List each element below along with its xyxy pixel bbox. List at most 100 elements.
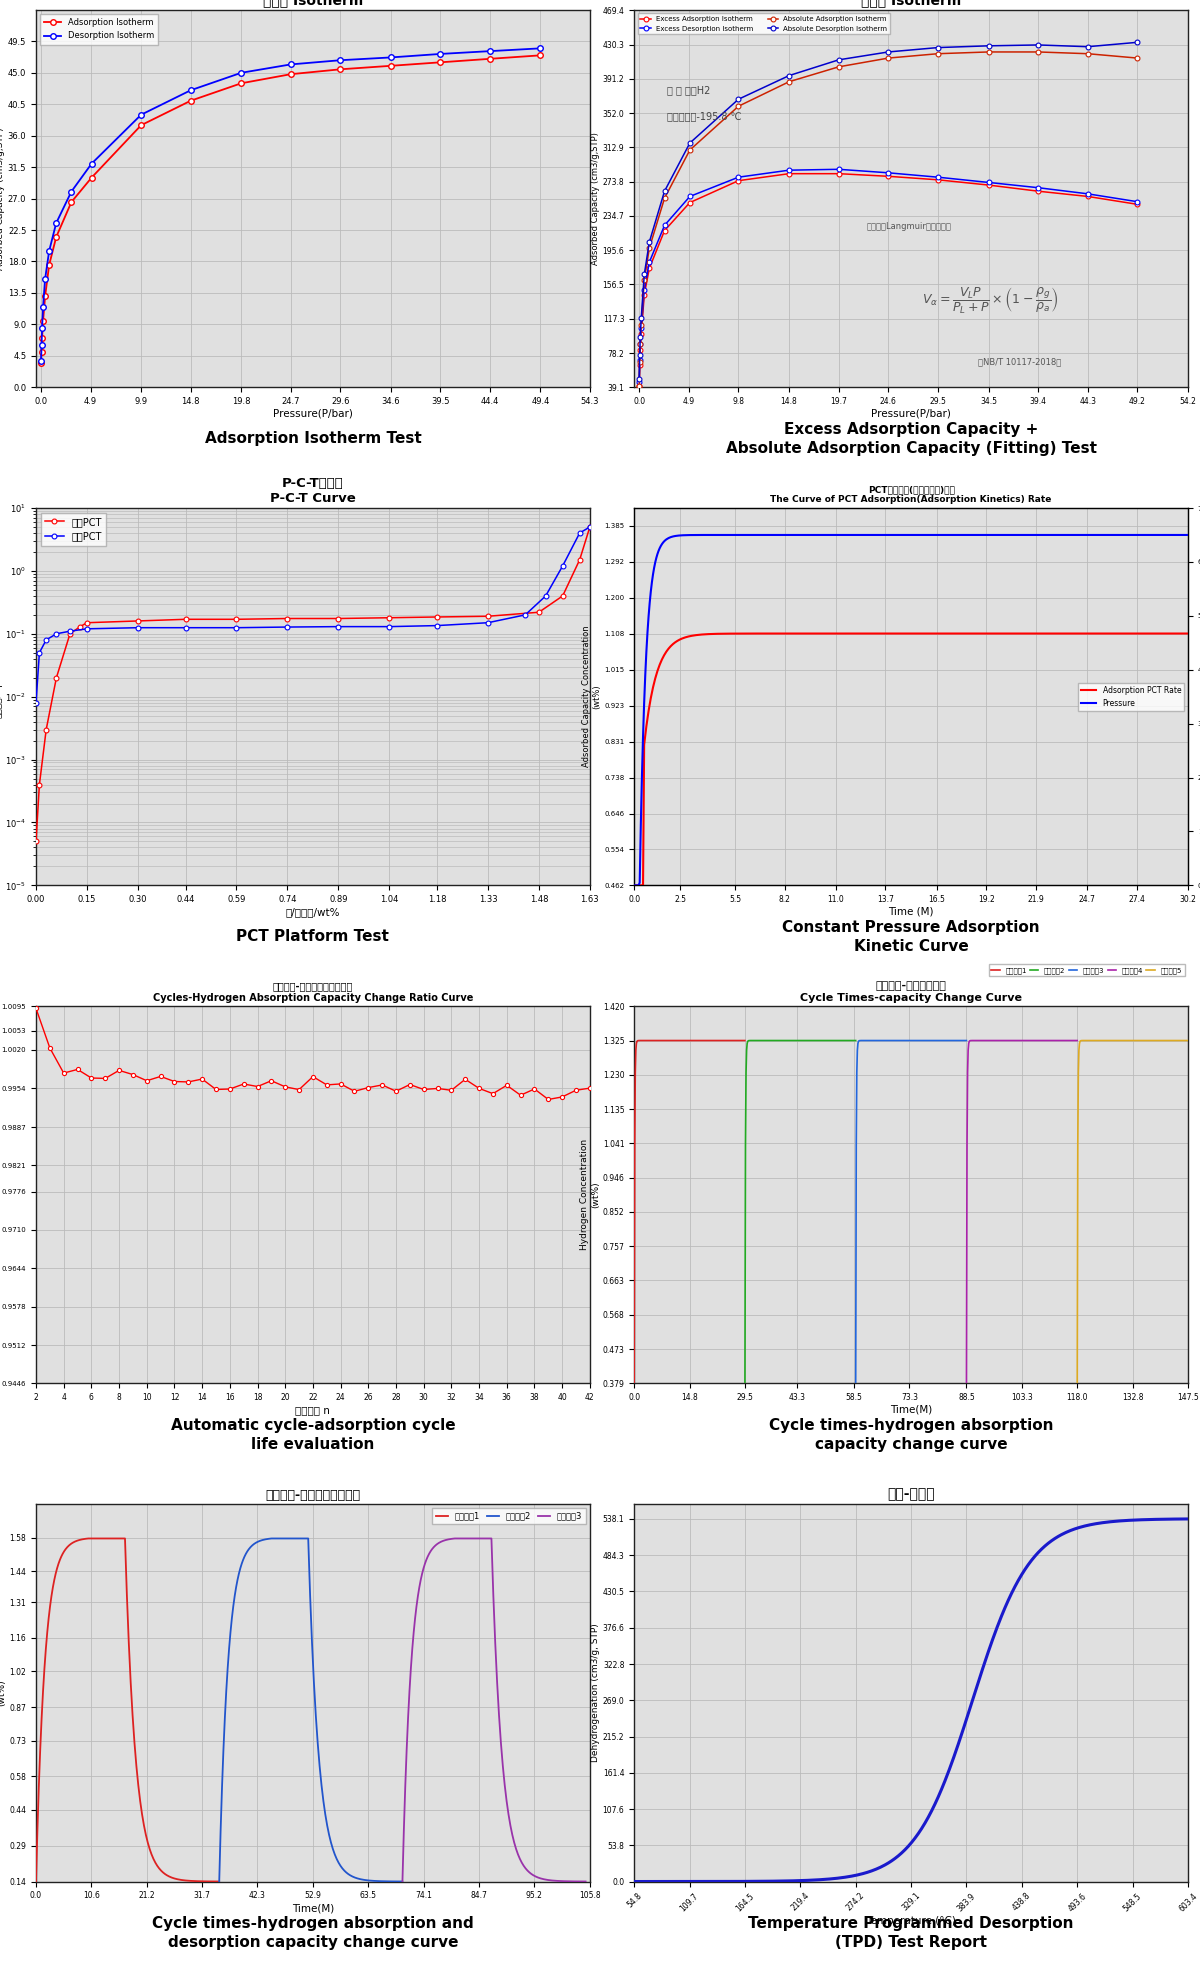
- Absolute Adsorption Isotherm: [658, 186, 672, 210]
- Adsorption Isotherm: [134, 113, 149, 137]
- Absolute Desorption Isotherm: [683, 131, 697, 155]
- Desorption Isotherm: [533, 36, 547, 60]
- Excess Desorption Isotherm: [634, 315, 648, 339]
- 吸附PCT: [179, 607, 193, 631]
- Excess Adsorption Isotherm: [642, 256, 656, 280]
- Desorption Isotherm: [38, 268, 53, 292]
- Adsorption Isotherm: [64, 190, 78, 214]
- Line: 循环次数3: 循环次数3: [402, 1538, 586, 1881]
- 脱附PCT: [539, 583, 553, 607]
- 循环次数2: [840, 1028, 854, 1052]
- 循环次数1: [32, 1766, 47, 1790]
- 脱附PCT: [382, 615, 396, 639]
- 吸附PCT: [229, 607, 244, 631]
- Absolute Adsorption Isotherm: [632, 349, 647, 373]
- Absolute Desorption Isotherm: [1130, 30, 1145, 54]
- Adsorption Isotherm: [34, 351, 48, 375]
- Desorption Isotherm: [34, 349, 48, 373]
- 循环次数2: [389, 1869, 403, 1893]
- Adsorption PCT Rate: [890, 621, 905, 645]
- Text: PCT Platform Test: PCT Platform Test: [236, 929, 389, 944]
- X-axis label: 循环次数 n: 循环次数 n: [295, 1405, 330, 1415]
- Desorption Isotherm: [433, 42, 448, 65]
- Line: 循环次数5: 循环次数5: [1078, 1040, 1188, 1383]
- Adsorption Isotherm: [433, 50, 448, 73]
- Absolute Desorption Isotherm: [634, 325, 648, 349]
- 循环次数3: [950, 1028, 965, 1052]
- 循环次数4: [959, 1371, 973, 1395]
- Adsorption PCT Rate: [1066, 621, 1080, 645]
- 循环次数1: [658, 1028, 672, 1052]
- Legend: Adsorption Isotherm, Desorption Isotherm: Adsorption Isotherm, Desorption Isotherm: [40, 14, 158, 44]
- 循环次数1: [134, 1801, 149, 1825]
- 循环次数3: [448, 1526, 462, 1550]
- 循环次数1: [644, 1028, 659, 1052]
- 脱附PCT: [29, 690, 43, 714]
- Adsorption Isotherm: [334, 58, 348, 81]
- 循环次数2: [221, 1647, 235, 1671]
- 循环次数3: [878, 1028, 893, 1052]
- 吸附PCT: [583, 516, 598, 540]
- 循环次数5: [1181, 1028, 1195, 1052]
- 循环次数2: [844, 1028, 858, 1052]
- 脱附PCT: [481, 611, 496, 635]
- Desorption Isotherm: [234, 62, 248, 85]
- Text: Cycle times-hydrogen absorption
capacity change curve: Cycle times-hydrogen absorption capacity…: [769, 1419, 1054, 1452]
- Excess Desorption Isotherm: [642, 250, 656, 274]
- Absolute Adsorption Isotherm: [632, 375, 647, 399]
- Absolute Desorption Isotherm: [731, 87, 745, 111]
- Text: Excess Adsorption Capacity +
Absolute Adsorption Capacity (Fitting) Test: Excess Adsorption Capacity + Absolute Ad…: [726, 423, 1097, 456]
- 脱附PCT: [38, 629, 53, 653]
- Line: Excess Adsorption Isotherm: Excess Adsorption Isotherm: [637, 171, 1140, 389]
- 脱附PCT: [281, 615, 295, 639]
- Absolute Desorption Isotherm: [782, 63, 797, 87]
- Excess Adsorption Isotherm: [782, 163, 797, 186]
- 循环次数4: [966, 1028, 980, 1052]
- 吸附PCT: [29, 829, 43, 853]
- Desorption Isotherm: [42, 240, 56, 264]
- Excess Adsorption Isotherm: [637, 282, 652, 306]
- Desorption Isotherm: [35, 315, 49, 339]
- 循环次数4: [980, 1028, 995, 1052]
- Text: Automatic cycle-adsorption cycle
life evaluation: Automatic cycle-adsorption cycle life ev…: [170, 1419, 455, 1452]
- Title: 循环次数-氢气容量变化比曲线
Cycles-Hydrogen Absorption Capacity Change Ratio Curve: 循环次数-氢气容量变化比曲线 Cycles-Hydrogen Absorptio…: [152, 980, 473, 1002]
- Absolute Desorption Isotherm: [931, 36, 946, 60]
- Pressure: [626, 873, 641, 897]
- Line: 循环次数1: 循环次数1: [36, 1538, 220, 1881]
- 循环次数5: [1176, 1028, 1190, 1052]
- 循环次数5: [1172, 1028, 1187, 1052]
- 吸附PCT: [556, 583, 570, 607]
- 脱附PCT: [430, 613, 444, 637]
- Absolute Adsorption Isotherm: [1130, 46, 1145, 69]
- 循环次数1: [212, 1869, 227, 1893]
- Absolute Desorption Isotherm: [642, 230, 656, 254]
- X-axis label: Temperature (°C): Temperature (°C): [866, 1917, 956, 1926]
- Adsorption Isotherm: [184, 89, 198, 113]
- Excess Adsorption Isotherm: [731, 169, 745, 192]
- Absolute Adsorption Isotherm: [982, 40, 996, 63]
- Adsorption Isotherm: [38, 284, 53, 308]
- 吸附PCT: [331, 607, 346, 631]
- Adsorption PCT Rate: [926, 621, 941, 645]
- X-axis label: Pressure(P/bar): Pressure(P/bar): [871, 409, 952, 419]
- Adsorption Isotherm: [35, 327, 49, 351]
- 循环次数3: [856, 1028, 870, 1052]
- Absolute Desorption Isotherm: [632, 367, 647, 391]
- 循环次数1: [648, 1028, 662, 1052]
- 循环次数4: [1061, 1028, 1075, 1052]
- 循环次数2: [226, 1603, 240, 1627]
- Text: 测试温度：-195.8 ℃: 测试温度：-195.8 ℃: [667, 111, 742, 121]
- Desorption Isotherm: [64, 181, 78, 204]
- 循环次数2: [318, 1801, 332, 1825]
- Excess Desorption Isotherm: [1031, 177, 1045, 200]
- Line: 循环次数2: 循环次数2: [745, 1040, 856, 1383]
- 吸附PCT: [79, 611, 94, 635]
- Line: 循环次数3: 循环次数3: [856, 1040, 966, 1383]
- 循环次数1: [626, 1371, 641, 1395]
- Text: Temperature Programmed Desorption
(TPD) Test Report: Temperature Programmed Desorption (TPD) …: [749, 1917, 1074, 1950]
- 吸附PCT: [32, 772, 47, 796]
- 循环次数3: [395, 1869, 409, 1893]
- 循环次数2: [370, 1869, 384, 1893]
- Absolute Adsorption Isotherm: [642, 236, 656, 260]
- Excess Adsorption Isotherm: [832, 163, 846, 186]
